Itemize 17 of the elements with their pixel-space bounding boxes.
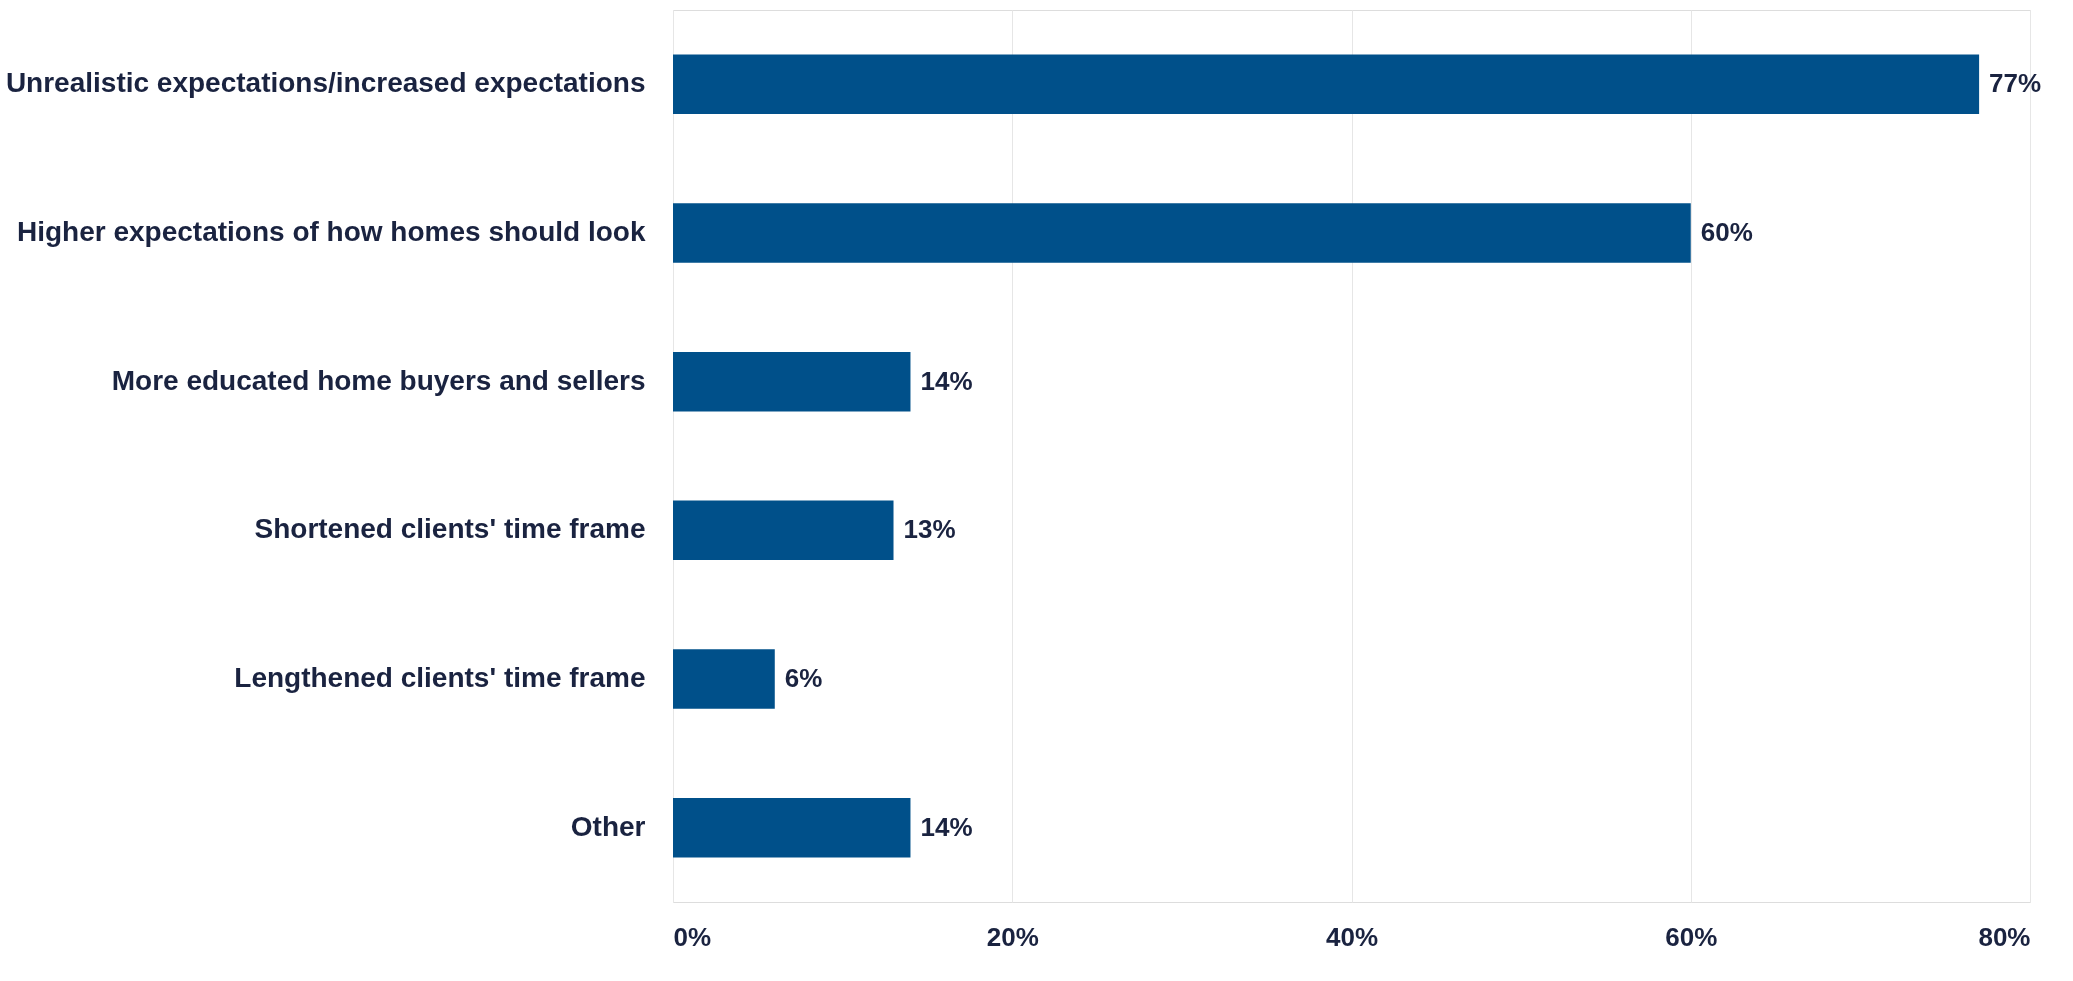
data-label: 13%: [903, 514, 956, 545]
x-tick-label: 20%: [986, 921, 1039, 952]
y-tick-label: Higher expectations of how homes should look: [16, 216, 646, 247]
data-label: 60%: [1700, 217, 1753, 247]
y-tick-label: Other: [570, 810, 646, 842]
data-label: 77%: [1989, 68, 2042, 99]
x-tick-label: 60%: [1665, 921, 1718, 952]
data-label: 6%: [784, 663, 823, 693]
y-tick-label: Shortened clients' time frame: [254, 513, 646, 545]
x-tick-label: 80%: [1978, 921, 2031, 952]
y-tick-label: More educated home buyers and sellers: [111, 364, 646, 396]
y-tick-label: Unrealistic expectations/increased expectations: [5, 67, 646, 99]
data-label: 14%: [920, 811, 973, 842]
x-tick-label: 0%: [673, 921, 712, 952]
data-label: 14%: [920, 365, 973, 396]
y-tick-label: Lengthened clients' time frame: [234, 662, 646, 693]
x-tick-label: 40%: [1325, 921, 1379, 952]
